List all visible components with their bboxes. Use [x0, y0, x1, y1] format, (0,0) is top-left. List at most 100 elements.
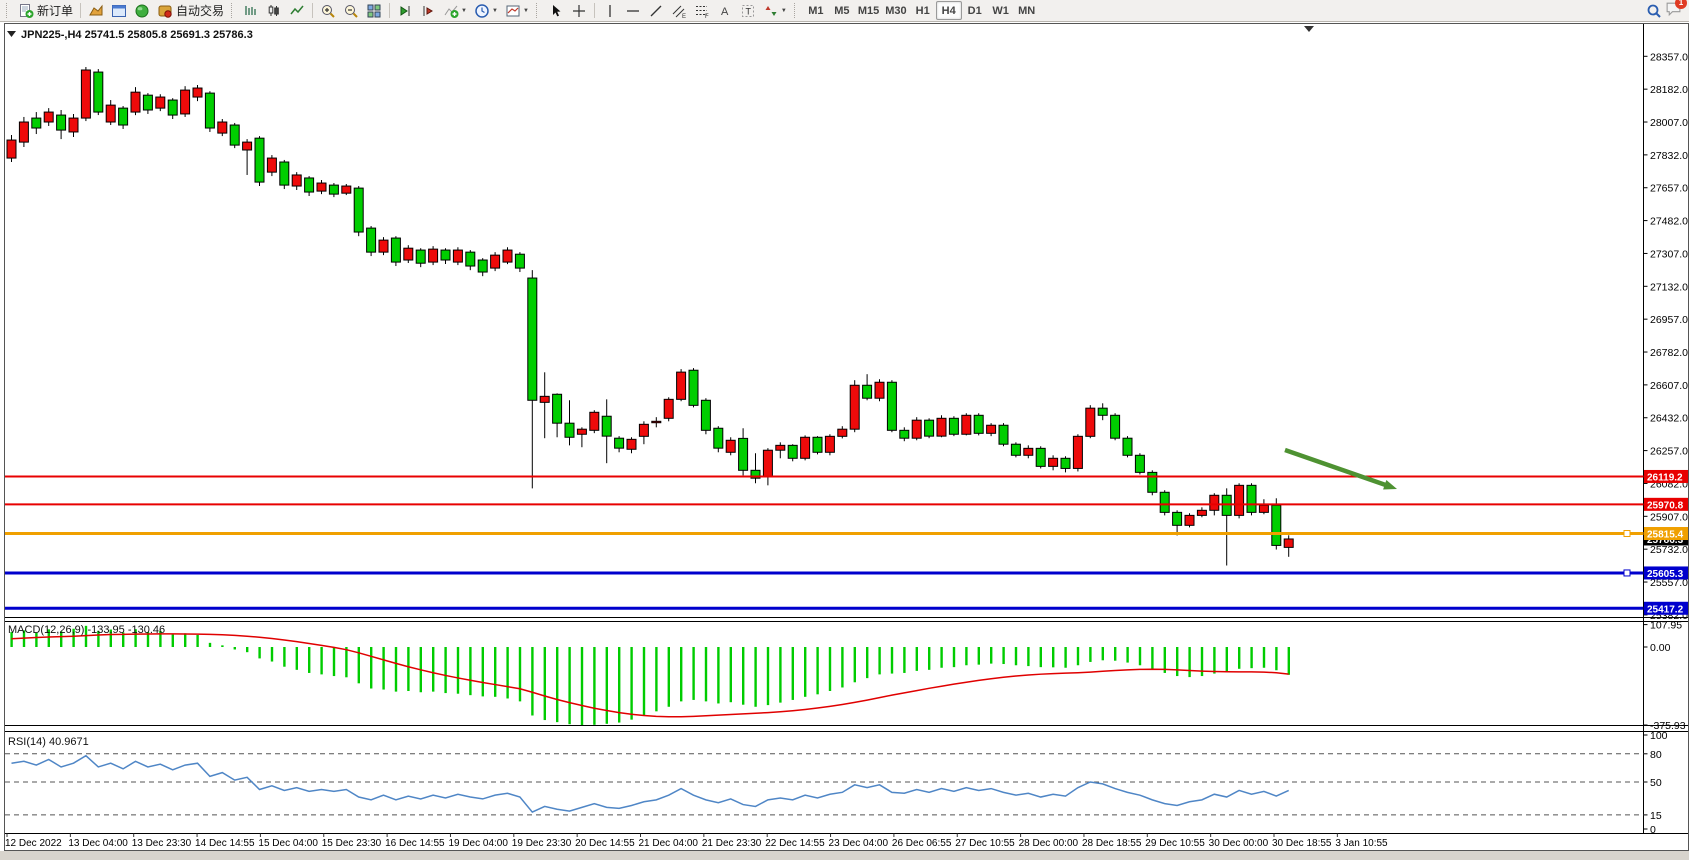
line-price-label-text: 26119.2	[1647, 472, 1683, 483]
macd-histogram-bar	[308, 647, 311, 673]
timeframe-h4[interactable]: H4	[935, 1, 962, 20]
macd-histogram-bar	[717, 647, 720, 704]
horizontal-line-button[interactable]	[622, 1, 644, 20]
timeframe-m15[interactable]: M15	[855, 1, 882, 20]
timeframe-m5[interactable]: M5	[829, 1, 855, 20]
text-button[interactable]: A	[714, 1, 736, 20]
candle	[440, 249, 451, 261]
data-window-icon	[135, 4, 149, 17]
timeframe-m30[interactable]: M30	[882, 1, 909, 20]
macd-axis-label: 0.00	[1650, 642, 1671, 654]
candle	[527, 277, 538, 401]
timeframe-mn[interactable]: MN	[1014, 1, 1040, 20]
profiles-button[interactable]	[108, 1, 130, 20]
macd-histogram-bar	[754, 647, 757, 707]
time-label: 12 Dec 2022	[5, 838, 62, 849]
timeframe-w1[interactable]: W1	[988, 1, 1014, 20]
zoom-out-button[interactable]	[340, 1, 362, 20]
new-chart-button[interactable]	[85, 1, 107, 20]
crosshair-button[interactable]	[568, 1, 590, 20]
candle	[862, 384, 873, 399]
auto-trading-button[interactable]: 自动交易	[154, 1, 227, 20]
candle	[961, 414, 972, 435]
periods-button[interactable]: ▼	[471, 1, 501, 20]
equidistant-channel-button[interactable]: E	[668, 1, 690, 20]
cursor-button[interactable]	[545, 1, 567, 20]
indicators-button[interactable]: ▼	[440, 1, 470, 20]
price-tick-label: 28007.0	[1650, 117, 1688, 129]
macd-histogram-bar	[72, 628, 75, 647]
toolbar-grip	[231, 3, 236, 18]
macd-histogram-bar	[295, 647, 298, 670]
time-label: 20 Dec 14:55	[575, 838, 635, 849]
line-price-label	[1644, 497, 1688, 511]
macd-histogram-bar	[556, 647, 559, 723]
candle	[1023, 447, 1034, 456]
macd-histogram-bar	[890, 647, 894, 674]
search-button[interactable]	[1643, 1, 1665, 20]
macd-histogram-bar	[1213, 647, 1216, 674]
line-chart-mode-button[interactable]	[286, 1, 308, 20]
zoom-in-button[interactable]	[317, 1, 339, 20]
chart-shift-marker[interactable]	[1304, 26, 1314, 32]
macd-histogram-bar	[878, 647, 881, 675]
templates-button[interactable]: ▼	[502, 1, 532, 20]
candlestick-mode-button[interactable]	[263, 1, 285, 20]
macd-histogram-bar	[1052, 647, 1055, 668]
data-window-button[interactable]	[131, 1, 153, 20]
line-handle[interactable]	[1623, 530, 1631, 538]
symbol-menu-arrow[interactable]	[7, 31, 16, 37]
timeframe-d1[interactable]: D1	[962, 1, 988, 20]
arrows-button[interactable]: ▼	[760, 1, 790, 20]
time-label: 16 Dec 14:55	[385, 838, 445, 849]
price-tick-label: 25907.0	[1650, 511, 1688, 523]
macd-histogram-bar	[692, 647, 695, 700]
macd-histogram-bar	[568, 647, 571, 725]
candle	[118, 107, 129, 126]
trend-arrow[interactable]	[1284, 447, 1390, 489]
auto-scroll-button[interactable]	[394, 1, 416, 20]
timeframe-h1[interactable]: H1	[910, 1, 936, 20]
candle	[924, 419, 935, 437]
macd-histogram-bar	[779, 647, 782, 703]
candle	[18, 121, 29, 143]
candle	[266, 157, 277, 173]
fibonacci-button[interactable]: F	[691, 1, 713, 20]
trendline-button[interactable]	[645, 1, 667, 20]
dropdown-caret-icon: ▼	[461, 7, 467, 14]
timeframe-m1[interactable]: M1	[803, 1, 829, 20]
time-label: 30 Dec 18:55	[1272, 838, 1332, 849]
macd-histogram-bar	[903, 647, 906, 673]
search-icon	[1647, 4, 1661, 18]
toolbar-grip	[793, 3, 799, 18]
new-order-button[interactable]: 新订单	[15, 1, 76, 20]
chat-button[interactable]: 1	[1665, 0, 1687, 22]
price-tick-label: 25557.0	[1650, 577, 1688, 589]
line-price-label-text: 25815.4	[1647, 530, 1684, 541]
trend-arrow-head[interactable]	[1383, 480, 1397, 490]
bar-chart-mode-button[interactable]	[240, 1, 262, 20]
equidistant-channel-icon: E	[672, 5, 686, 19]
price-tick-label: 27657.0	[1650, 183, 1688, 195]
line-handle[interactable]	[1623, 569, 1631, 577]
dropdown-caret-icon: ▼	[491, 7, 498, 14]
candle	[837, 428, 848, 437]
candle	[787, 444, 798, 459]
macd-histogram-bar	[320, 647, 323, 675]
candle	[1048, 457, 1059, 467]
auto-trading-icon	[158, 5, 172, 18]
price-tick-label: 25732.0	[1650, 544, 1688, 556]
chart-shift-button[interactable]	[417, 1, 439, 20]
tile-windows-button[interactable]	[363, 1, 385, 20]
vertical-line-button[interactable]	[599, 1, 621, 20]
macd-histogram-bar	[580, 647, 584, 726]
window-bottom-edge	[0, 851, 1689, 860]
time-label: 29 Dec 10:55	[1145, 838, 1205, 849]
macd-histogram-bar	[506, 647, 509, 699]
candle	[886, 381, 897, 431]
macd-histogram-bar	[704, 647, 708, 702]
rsi-line	[11, 754, 1290, 814]
text-label-button[interactable]: T	[737, 1, 759, 20]
candle	[1134, 454, 1145, 473]
